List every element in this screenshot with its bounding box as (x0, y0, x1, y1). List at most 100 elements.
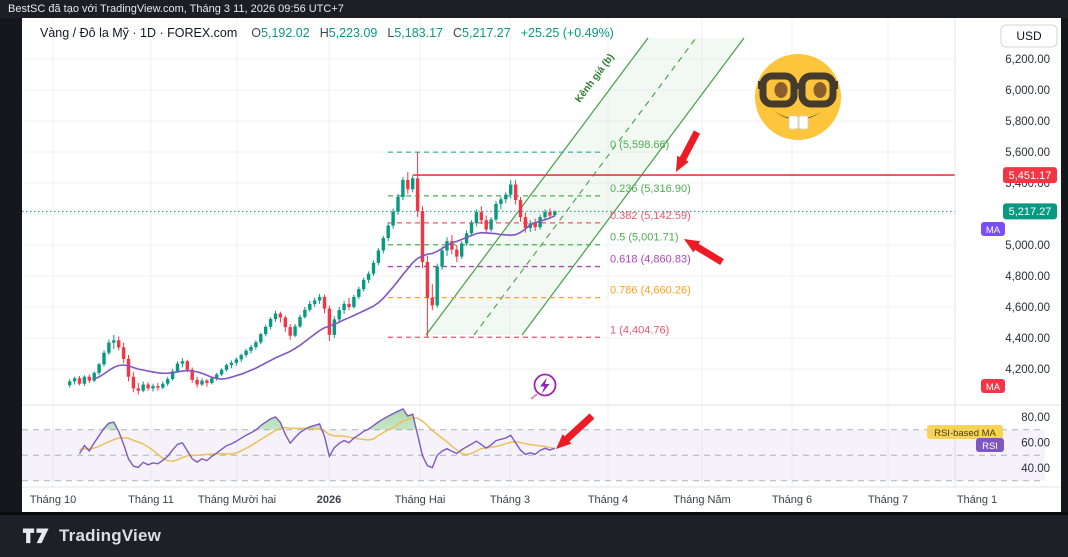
candle[interactable] (107, 342, 111, 353)
candle[interactable] (278, 313, 283, 318)
candle[interactable] (82, 376, 87, 384)
candle[interactable] (229, 362, 234, 366)
candle[interactable] (200, 380, 204, 385)
candle[interactable] (406, 179, 410, 190)
candle[interactable] (268, 319, 273, 327)
candle[interactable] (156, 386, 160, 388)
time-axis-label[interactable]: 2026 (317, 494, 341, 506)
candle[interactable] (166, 379, 170, 384)
candle[interactable] (513, 184, 518, 201)
candle[interactable] (151, 386, 155, 389)
tradingview-logo-text[interactable]: TradingView (59, 526, 162, 545)
candle[interactable] (131, 376, 136, 389)
candle[interactable] (489, 219, 493, 230)
candle[interactable] (180, 361, 185, 364)
candle[interactable] (92, 372, 96, 381)
candle[interactable] (533, 223, 537, 228)
candle[interactable] (420, 210, 425, 263)
candle[interactable] (117, 340, 121, 348)
symbol-title[interactable]: Vàng / Đô la Mỹ · 1D · FOREX.com (40, 26, 238, 40)
candle[interactable] (523, 217, 528, 228)
candle[interactable] (430, 297, 434, 306)
candle[interactable] (308, 303, 312, 310)
candle[interactable] (170, 371, 175, 380)
candle[interactable] (425, 262, 430, 298)
rsi-ma-line[interactable] (79, 416, 555, 462)
candle[interactable] (450, 241, 454, 250)
candle[interactable] (543, 212, 547, 218)
candle[interactable] (273, 313, 278, 320)
fib-retracement[interactable]: 0 (5,598.66) 0.236 (5,316.90) 0.382 (5,142… (388, 139, 691, 338)
candle[interactable] (332, 319, 336, 335)
time-axis-label[interactable]: Tháng 3 (490, 494, 530, 506)
candle[interactable] (244, 350, 248, 356)
candle[interactable] (293, 326, 297, 336)
candle[interactable] (440, 250, 444, 267)
candle[interactable] (435, 266, 439, 306)
candle[interactable] (484, 220, 488, 230)
candle[interactable] (264, 326, 268, 335)
candle[interactable] (175, 363, 180, 372)
candle[interactable] (234, 359, 238, 363)
candle[interactable] (357, 289, 361, 297)
candle[interactable] (259, 334, 263, 343)
candle[interactable] (371, 262, 376, 274)
candle[interactable] (509, 184, 513, 195)
candle[interactable] (68, 381, 72, 386)
time-axis-label[interactable]: Tháng 10 (30, 494, 76, 506)
candle[interactable] (205, 380, 209, 383)
candle[interactable] (317, 296, 322, 301)
candle[interactable] (254, 342, 258, 347)
candle[interactable] (499, 199, 503, 204)
candle[interactable] (362, 279, 366, 290)
candle[interactable] (342, 303, 346, 311)
candle[interactable] (288, 327, 292, 336)
candle[interactable] (102, 352, 106, 365)
candle[interactable] (298, 317, 302, 327)
candle[interactable] (161, 383, 165, 388)
candle[interactable] (504, 194, 508, 200)
candle[interactable] (87, 376, 91, 381)
candle[interactable] (146, 384, 150, 389)
candle[interactable] (396, 196, 400, 212)
candle[interactable] (538, 217, 542, 228)
candle[interactable] (460, 243, 464, 257)
candle[interactable] (553, 211, 557, 216)
candle[interactable] (327, 308, 332, 335)
candle[interactable] (121, 347, 126, 359)
candle[interactable] (548, 212, 552, 216)
time-axis-label[interactable]: Tháng 7 (868, 494, 908, 506)
ma-line[interactable] (93, 215, 556, 380)
candle[interactable] (411, 178, 415, 190)
candle[interactable] (97, 364, 101, 373)
price-channel[interactable]: Kênh giá (b) (425, 37, 745, 336)
candle[interactable] (386, 225, 390, 239)
candle[interactable] (366, 273, 371, 280)
candle[interactable] (72, 378, 77, 382)
tradingview-logo-icon[interactable] (22, 527, 50, 545)
candle[interactable] (469, 223, 474, 234)
candle[interactable] (141, 384, 145, 391)
candle[interactable] (391, 211, 395, 226)
time-axis-label[interactable]: Tháng Hai (395, 494, 446, 506)
lightning-circle-icon[interactable] (530, 373, 557, 400)
candle[interactable] (190, 369, 194, 380)
candlestick-series[interactable] (68, 152, 557, 395)
currency-button[interactable]: USD (1000, 24, 1058, 48)
rsi-pane[interactable] (22, 404, 1061, 482)
candle[interactable] (347, 303, 351, 307)
candle[interactable] (136, 388, 140, 391)
candle[interactable] (479, 212, 483, 221)
candle[interactable] (303, 309, 307, 318)
candle[interactable] (77, 378, 82, 384)
candle[interactable] (464, 233, 469, 244)
candle[interactable] (126, 358, 131, 377)
candle[interactable] (185, 361, 189, 370)
candle[interactable] (249, 346, 253, 351)
candle[interactable] (415, 178, 420, 211)
candle[interactable] (322, 296, 327, 309)
candle[interactable] (381, 238, 385, 251)
chart-plot-area[interactable]: Kênh giá (b)0 (5,598.66) 0.236 (5,316.90)… (22, 18, 1061, 512)
candle[interactable] (401, 179, 405, 197)
time-axis-label[interactable]: Tháng 6 (772, 494, 812, 506)
